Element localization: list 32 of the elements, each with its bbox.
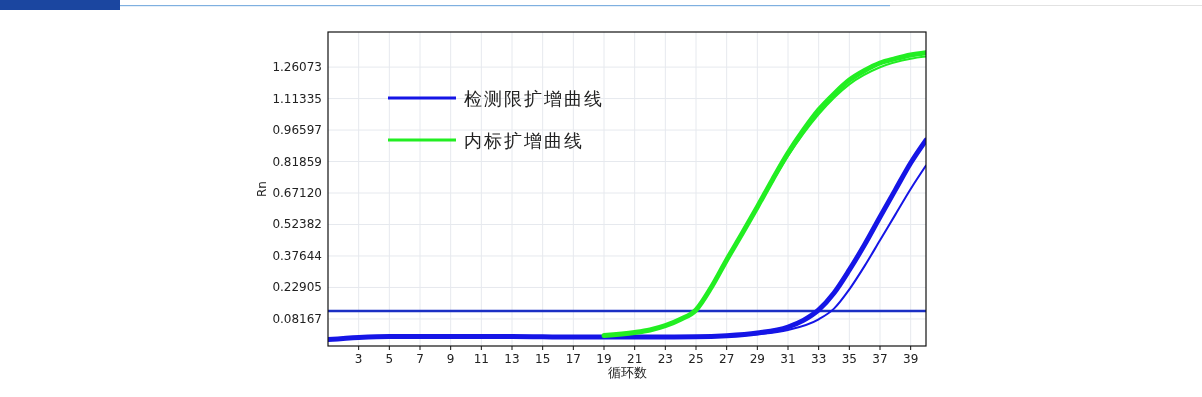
x-tick-label: 37 <box>872 352 888 366</box>
y-tick-label: 0.96597 <box>272 123 322 138</box>
x-tick-label: 23 <box>657 352 673 366</box>
legend-label: 内标扩增曲线 <box>464 130 584 151</box>
y-tick-label: 0.37644 <box>272 248 322 263</box>
y-tick-label: 0.52382 <box>272 217 322 232</box>
x-axis-title: 循环数 <box>607 365 647 380</box>
y-tick-label: 0.81859 <box>272 154 322 169</box>
x-tick-label: 13 <box>504 352 520 366</box>
x-tick-label: 33 <box>811 352 827 366</box>
x-tick-label: 31 <box>780 352 796 366</box>
x-tick-label: 19 <box>596 352 612 366</box>
x-tick-label: 7 <box>416 352 424 366</box>
y-axis-title: Rn <box>255 181 269 197</box>
y-tick-label: 0.22905 <box>272 280 322 295</box>
x-tick-label: 29 <box>749 352 765 366</box>
x-tick-label: 27 <box>719 352 735 366</box>
x-tick-label: 25 <box>688 352 704 366</box>
x-tick-label: 3 <box>354 352 363 366</box>
x-tick-label: 5 <box>385 352 394 366</box>
x-tick-label: 35 <box>841 352 857 366</box>
x-tick-label: 17 <box>565 352 581 366</box>
y-tick-label: 1.26073 <box>272 60 322 75</box>
y-tick-label: 1.11335 <box>272 91 322 106</box>
x-tick-label: 9 <box>446 352 455 366</box>
x-tick-label: 21 <box>627 352 643 366</box>
x-tick-label: 39 <box>903 352 919 366</box>
y-tick-label: 0.67120 <box>272 186 322 201</box>
x-tick-label: 15 <box>535 352 551 366</box>
x-tick-label: 11 <box>473 352 489 366</box>
legend-label: 检测限扩增曲线 <box>464 88 604 109</box>
y-tick-label: 0.08167 <box>272 311 322 326</box>
